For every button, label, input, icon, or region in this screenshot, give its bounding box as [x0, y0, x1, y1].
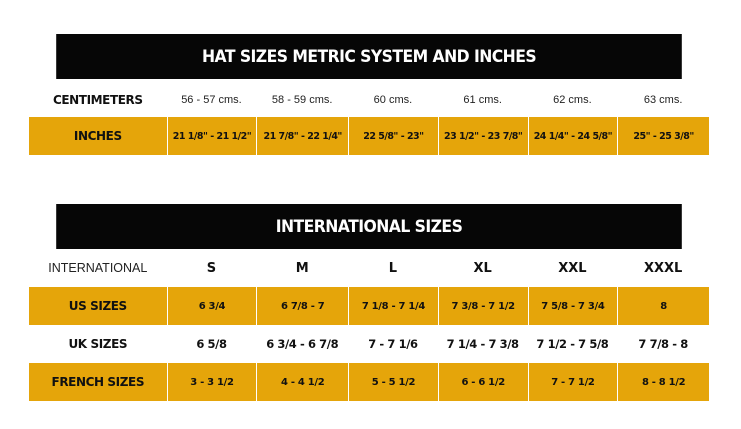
international-table-title: INTERNATIONAL SIZES: [56, 204, 682, 249]
french-size-cell: 8 - 8 1/2: [617, 363, 709, 401]
us-size-cell: 8: [617, 287, 709, 325]
us-sizes-label: US SIZES: [29, 287, 167, 325]
uk-size-cell: 7 - 7 1/6: [368, 337, 418, 351]
metric-table-title: HAT SIZES METRIC SYSTEM AND INCHES: [56, 34, 682, 79]
uk-sizes-row: UK SIZES 6 5/8 6 3/4 - 6 7/8 7 - 7 1/6 7…: [29, 325, 709, 363]
french-sizes-row: FRENCH SIZES 3 - 3 1/2 4 - 4 1/2 5 - 5 1…: [29, 363, 709, 401]
inches-cell: 21 1/8" - 21 1/2": [166, 117, 257, 155]
uk-size-cell: 6 5/8: [196, 337, 227, 351]
us-size-cell: 7 1/8 - 7 1/4: [348, 287, 438, 325]
us-size-cell: 6 3/4: [166, 287, 257, 325]
inches-cell: 25" - 25 3/8": [617, 117, 709, 155]
uk-sizes-label: UK SIZES: [68, 337, 128, 351]
centimeters-row: CENTIMETERS 56 - 57 cms. 58 - 59 cms. 60…: [29, 82, 709, 117]
french-size-cell: 3 - 3 1/2: [166, 363, 257, 401]
centimeters-cell: 63 cms.: [643, 93, 683, 106]
uk-size-cell: 7 1/4 - 7 3/8: [446, 337, 519, 351]
french-size-cell: 4 - 4 1/2: [256, 363, 349, 401]
international-row: INTERNATIONAL S M L XL XXL XXXL: [29, 249, 709, 287]
inches-cell: 23 1/2" - 23 7/8": [437, 117, 528, 155]
international-cell: XL: [473, 260, 492, 276]
uk-size-cell: 7 1/2 - 7 5/8: [536, 337, 609, 351]
international-label: INTERNATIONAL: [48, 261, 148, 275]
international-cell: XXXL: [643, 260, 683, 276]
international-cell: M: [295, 260, 309, 276]
international-cell: XXL: [558, 260, 587, 276]
us-size-cell: 7 3/8 - 7 1/2: [437, 287, 528, 325]
centimeters-cell: 58 - 59 cms.: [271, 93, 333, 106]
french-sizes-label: FRENCH SIZES: [29, 363, 167, 401]
international-cell: L: [388, 260, 398, 276]
centimeters-cell: 60 cms.: [373, 93, 413, 106]
uk-size-cell: 7 7/8 - 8: [638, 337, 688, 351]
international-cell: S: [206, 260, 217, 276]
uk-size-cell: 6 3/4 - 6 7/8: [266, 337, 339, 351]
inches-cell: 24 1/4" - 24 5/8": [527, 117, 618, 155]
inches-cell: 21 7/8" - 22 1/4": [256, 117, 349, 155]
french-size-cell: 7 - 7 1/2: [527, 363, 618, 401]
centimeters-cell: 56 - 57 cms.: [181, 93, 242, 106]
centimeters-cell: 61 cms.: [463, 93, 502, 106]
french-size-cell: 6 - 6 1/2: [437, 363, 528, 401]
french-size-cell: 5 - 5 1/2: [348, 363, 438, 401]
inches-row: INCHES 21 1/8" - 21 1/2" 21 7/8" - 22 1/…: [29, 117, 709, 155]
us-sizes-row: US SIZES 6 3/4 6 7/8 - 7 7 1/8 - 7 1/4 7…: [29, 287, 709, 325]
international-size-table: INTERNATIONAL SIZES INTERNATIONAL S M L …: [29, 204, 709, 401]
inches-label: INCHES: [29, 117, 167, 155]
us-size-cell: 7 5/8 - 7 3/4: [527, 287, 618, 325]
centimeters-cell: 62 cms.: [553, 93, 592, 106]
metric-size-table: HAT SIZES METRIC SYSTEM AND INCHES CENTI…: [29, 34, 709, 155]
centimeters-label: CENTIMETERS: [52, 92, 143, 107]
inches-cell: 22 5/8" - 23": [348, 117, 438, 155]
us-size-cell: 6 7/8 - 7: [256, 287, 349, 325]
